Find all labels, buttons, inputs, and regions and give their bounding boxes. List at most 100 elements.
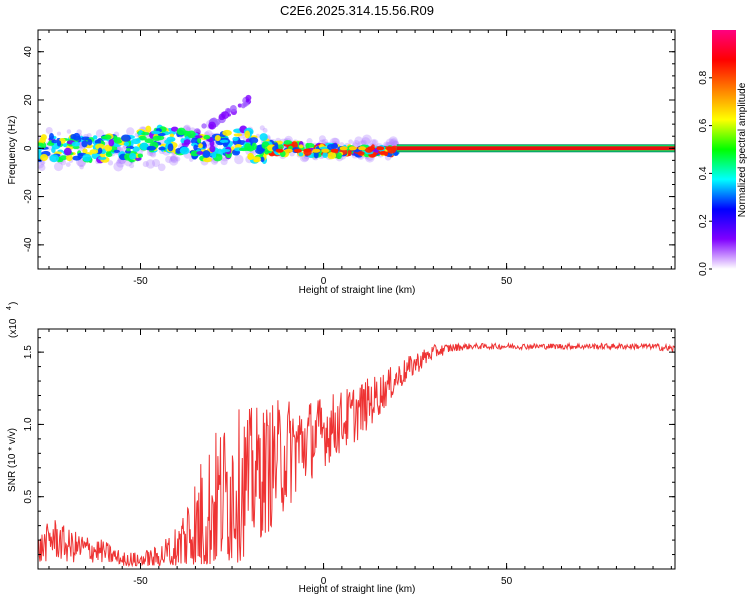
spectrogram-xtick-label: 0 [321,276,327,287]
spectrogram-xtick-label: -50 [133,276,148,287]
spectrogram-band-blob [222,129,232,136]
spectrogram-band-blob [357,151,365,156]
spectrogram-bright-segment [275,148,284,153]
spectrogram-band-blob [233,133,243,137]
spectrogram-halo-dot [151,159,161,168]
spectrogram-bright-segment [348,146,357,151]
spectrogram-band-blob [97,147,103,154]
snr-marks [38,341,675,568]
snr-multiplier: (x10 4 ) [6,302,19,338]
spectrogram-band-blob [113,149,120,153]
spectrogram-band-blob [183,139,191,145]
spectrogram-halo-dot [38,164,46,171]
spectrogram-branch-dot [201,123,207,129]
spectrogram-band-blob [198,143,203,149]
spectrogram-band-blob [158,132,166,137]
spectrogram-band-blob [95,143,105,150]
spectrogram-halo-dot [234,154,244,165]
spectrogram-halo-dot [66,129,72,134]
spectrogram-band-blob [170,126,179,132]
spectrogram-bright-segment [303,148,312,153]
spectrogram-band-blob [322,151,328,158]
spectrogram-halo-dot [362,134,372,145]
spectrogram-band-blob [167,143,174,152]
spectrogram-halo-dot [170,154,179,164]
spectrogram-ytick-label: 0 [23,145,34,151]
spectrogram-band-blob [40,134,47,141]
colorbar-ticks: 0.0 0.2 0.4 0.6 0.8 [698,70,712,276]
spectrogram-bright-segment [330,148,339,153]
spectrogram-halo-dot [157,163,166,172]
spectrogram-band-blob [56,140,62,147]
spectrogram-bright-segment [284,148,293,153]
spectrogram-halo-dot [390,139,397,147]
spectrogram-band-blob [144,138,154,144]
snr-panel: -50 0 50 0.5 1.0 1.5 Height of straight line … [6,302,676,595]
colorbar-tick-label: 0.8 [698,70,709,84]
spectrogram-marks [38,94,675,172]
spectrogram-band-blob [260,156,265,162]
spectrogram-band-blob [105,152,113,158]
spectrogram-halo-dot [170,155,178,163]
spectrogram-band-blob [123,141,130,147]
spectrogram-band-blob [92,135,98,140]
spectrogram-bright-segment [321,148,330,153]
spectrogram-band-blob [202,150,211,158]
spectrogram-halo-dot [113,161,124,172]
snr-ytick-label: 1.5 [23,345,34,359]
spectrogram-band-blob [49,154,59,163]
snr-series-line [38,341,675,568]
colorbar-tick-label: 0.4 [698,166,709,180]
spectrogram-bright-segment [357,146,366,151]
spectrogram-halo-dot [142,161,149,168]
spectrogram-halo-dot [189,157,194,162]
spectrogram-band-blob [327,143,335,150]
spectrogram-ticks: -50 0 50 -40 -20 0 20 40 [23,30,675,287]
spectrogram-halo-dot [107,160,114,166]
snr-xtick-label: 50 [501,576,513,587]
spectrogram-halo-dot [168,156,179,166]
spectrogram-halo-dot [170,155,177,162]
spectrogram-band-blob [104,144,113,152]
spectrogram-band-blob [66,154,73,162]
spectrogram-band-blob [211,152,217,159]
spectrogram-halo-dot [361,139,367,146]
spectrogram-band-blob [97,156,107,160]
spectrogram-band-blob [232,136,239,142]
spectrogram-halo-dot [65,162,71,168]
spectrogram-band-blob [220,148,231,153]
spectrogram-band-blob [108,139,115,147]
spectrogram-branch-dot [221,111,230,119]
spectrogram-halo-dot [371,139,377,145]
spectrogram-band-blob [298,152,304,157]
spectrogram-band-blob [196,151,204,155]
spectrogram-band-blob [94,139,102,145]
spectrogram-band-blob [138,135,147,141]
spectrogram-band-blob [81,140,88,148]
spectrogram-halo-dot [361,137,371,147]
spectrogram-halo-dot [306,138,313,145]
snr-multiplier-exp: 4 [6,306,13,310]
spectrogram-band-blob [305,142,310,149]
colorbar-label: Normalized spectral amplitude [737,82,748,217]
spectrogram-band-blob [82,148,88,154]
spectrogram-band-blob [202,157,212,163]
spectrogram-line-core [396,146,675,151]
spectrogram-ytick-label: 40 [23,46,34,58]
spectrogram-band-blob [187,130,196,139]
spectrogram-halo-dot [149,151,157,158]
spectrogram-halo-dot [388,136,398,146]
snr-xtick-label: -50 [133,576,148,587]
spectrogram-halo-dot [45,127,53,135]
spectrogram-band-blob [82,153,92,162]
spectrogram-band-blob [176,127,186,136]
spectrogram-band-blob [89,149,99,154]
colorbar-scale [712,30,736,269]
spectrogram-branch-dot [208,123,214,129]
spectrogram-band-blob [113,137,123,144]
spectrogram-band-blob [190,150,199,157]
spectrogram-halo-dot [79,164,84,170]
colorbar-tick-label: 0.2 [698,214,709,228]
spectrogram-halo-dot [116,159,122,164]
spectrogram-band-blob [132,146,140,152]
